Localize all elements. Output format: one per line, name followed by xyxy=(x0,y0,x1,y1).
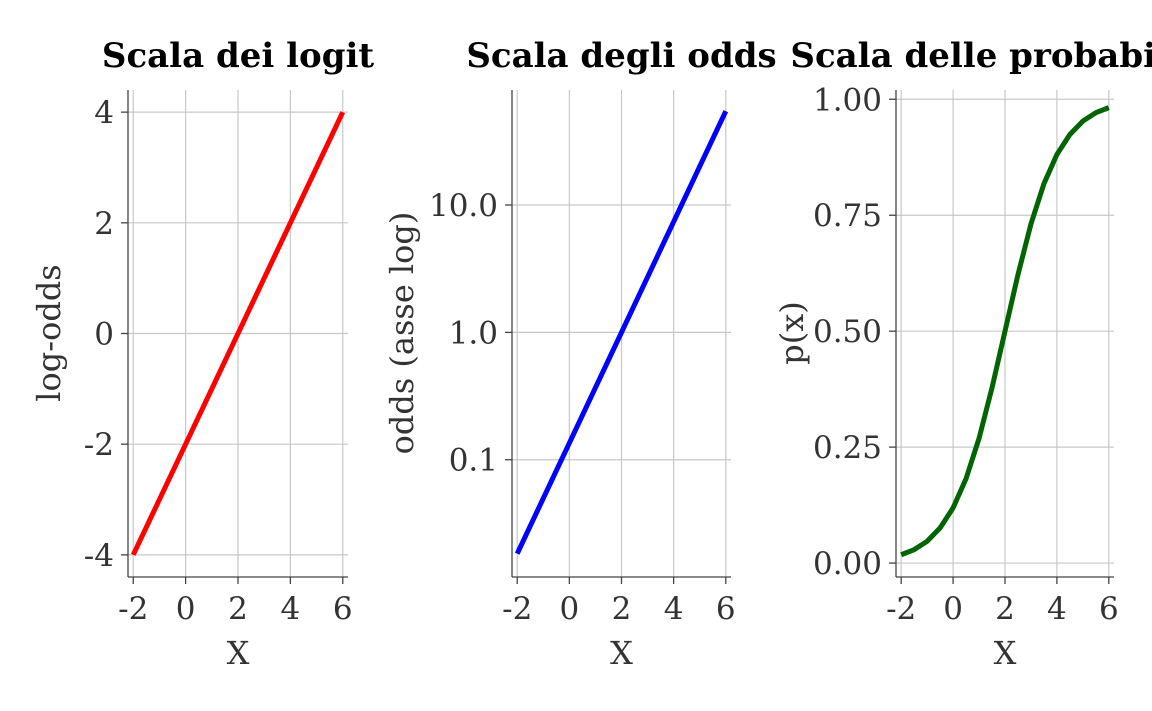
y-axis-label: odds (asse log) xyxy=(383,212,421,455)
x-tick-label: 2 xyxy=(612,591,632,627)
x-tick-label: -2 xyxy=(118,591,148,627)
x-tick-label: 6 xyxy=(1099,591,1119,627)
y-tick-label: 1.0 xyxy=(449,315,498,351)
x-tick-label: -2 xyxy=(886,591,916,627)
y-tick-label: 1.00 xyxy=(813,82,882,118)
x-axis-label: X xyxy=(994,634,1017,672)
y-tick-label: 0.25 xyxy=(813,430,882,466)
chart-title: Scala dei logit xyxy=(102,36,375,76)
y-tick-label: -2 xyxy=(84,427,114,463)
y-tick-label: 0.00 xyxy=(813,546,882,582)
x-tick-label: 6 xyxy=(333,591,353,627)
y-tick-label: 0.50 xyxy=(813,314,882,350)
x-tick-label: 0 xyxy=(559,591,579,627)
x-tick-label: 4 xyxy=(664,591,684,627)
x-tick-label: 4 xyxy=(281,591,301,627)
y-tick-label: 10.0 xyxy=(429,188,498,224)
x-axis-label: X xyxy=(227,634,250,672)
x-tick-label: 0 xyxy=(176,591,196,627)
x-axis-label: X xyxy=(610,634,633,672)
panel-3: -2 0 2 4 6 0.00 0.25 0.50 0.75 1.00 Scala delle pr… xyxy=(773,36,1152,672)
y-tick-label: 0.1 xyxy=(449,443,498,479)
series-line xyxy=(900,105,1110,558)
series-line xyxy=(130,111,346,556)
chart-title: Scala degli odds xyxy=(466,36,776,76)
y-tick-label: 0.75 xyxy=(813,198,882,234)
x-tick-label: -2 xyxy=(502,591,532,627)
y-axis-label: log-odds xyxy=(30,264,68,401)
x-tick-label: 0 xyxy=(943,591,963,627)
chart-title: Scala delle probabilità xyxy=(790,36,1152,76)
y-tick-label: 0 xyxy=(94,317,114,353)
y-tick-label: 4 xyxy=(94,95,114,131)
y-tick-label: -4 xyxy=(84,538,114,574)
x-tick-label: 6 xyxy=(716,591,736,627)
y-tick-label: 2 xyxy=(94,206,114,242)
series-line xyxy=(514,110,729,555)
y-axis-label: p(x) xyxy=(773,301,811,365)
x-tick-label: 2 xyxy=(995,591,1015,627)
x-tick-label: 4 xyxy=(1047,591,1067,627)
x-tick-label: 2 xyxy=(228,591,248,627)
